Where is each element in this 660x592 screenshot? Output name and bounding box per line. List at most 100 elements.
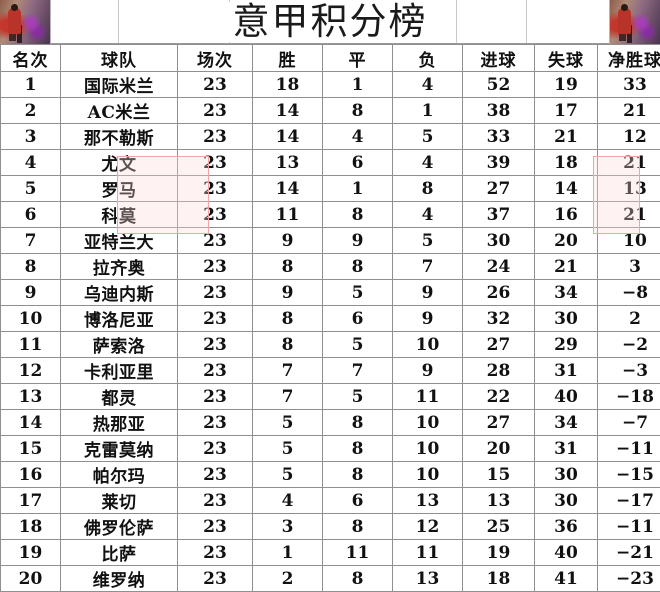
cell-team: 科莫 <box>61 202 178 228</box>
cell-team: 克雷莫纳 <box>61 436 178 462</box>
cell-loss: 9 <box>393 306 463 332</box>
cell-goals-for: 32 <box>463 306 535 332</box>
cell-goal-diff: 13 <box>598 176 660 202</box>
cell-rank: 19 <box>1 540 61 566</box>
cell-loss: 13 <box>393 488 463 514</box>
cell-draw: 1 <box>323 176 393 202</box>
page-title: 意甲积分榜 <box>227 2 434 42</box>
cell-goal-diff: 3 <box>598 254 660 280</box>
cell-rank: 2 <box>1 98 61 124</box>
cell-rank: 17 <box>1 488 61 514</box>
cell-team: 萨索洛 <box>61 332 178 358</box>
table-row[interactable]: 6科莫23118437162141 <box>1 202 660 228</box>
column-header-loss: 负 <box>393 45 463 72</box>
cell-team: 维罗纳 <box>61 566 178 592</box>
cell-goals-against: 18 <box>535 150 598 176</box>
cell-goal-diff: 10 <box>598 228 660 254</box>
cell-draw: 6 <box>323 488 393 514</box>
cell-rank: 7 <box>1 228 61 254</box>
cell-goal-diff: 21 <box>598 202 660 228</box>
cell-rank: 12 <box>1 358 61 384</box>
cell-team: 莱切 <box>61 488 178 514</box>
cell-goals-for: 33 <box>463 124 535 150</box>
cell-loss: 9 <box>393 280 463 306</box>
table-row[interactable]: 3那不勒斯23144533211246 <box>1 124 660 150</box>
cell-goal-diff: 2 <box>598 306 660 332</box>
column-header-goal-diff: 净胜球 <box>598 45 660 72</box>
cell-loss: 4 <box>393 72 463 98</box>
cell-goal-diff: −7 <box>598 410 660 436</box>
right-decorative-photo <box>609 0 660 44</box>
cell-rank: 13 <box>1 384 61 410</box>
cell-rank: 9 <box>1 280 61 306</box>
cell-rank: 3 <box>1 124 61 150</box>
cell-played: 23 <box>178 228 253 254</box>
table-row[interactable]: 7亚特兰大2399530201036 <box>1 228 660 254</box>
cell-team: 都灵 <box>61 384 178 410</box>
cell-team: 罗马 <box>61 176 178 202</box>
cell-played: 23 <box>178 410 253 436</box>
cell-goal-diff: 21 <box>598 98 660 124</box>
cell-played: 23 <box>178 384 253 410</box>
cell-goal-diff: −11 <box>598 514 660 540</box>
cell-draw: 6 <box>323 150 393 176</box>
cell-team: 尤文 <box>61 150 178 176</box>
cell-goals-for: 38 <box>463 98 535 124</box>
cell-loss: 12 <box>393 514 463 540</box>
cell-win: 14 <box>253 124 323 150</box>
cell-loss: 1 <box>393 98 463 124</box>
cell-goals-for: 30 <box>463 228 535 254</box>
cell-goals-against: 40 <box>535 384 598 410</box>
cell-goals-for: 27 <box>463 410 535 436</box>
table-row[interactable]: 8拉齐奥238872421332 <box>1 254 660 280</box>
table-row[interactable]: 4尤文23136439182145 <box>1 150 660 176</box>
cell-rank: 8 <box>1 254 61 280</box>
table-row[interactable]: 1国际米兰23181452193355 <box>1 72 660 98</box>
cell-rank: 20 <box>1 566 61 592</box>
cell-draw: 5 <box>323 332 393 358</box>
cell-draw: 8 <box>323 202 393 228</box>
cell-goal-diff: −15 <box>598 462 660 488</box>
cell-rank: 14 <box>1 410 61 436</box>
cell-loss: 10 <box>393 436 463 462</box>
cell-goals-against: 31 <box>535 436 598 462</box>
cell-team: 拉齐奥 <box>61 254 178 280</box>
cell-win: 7 <box>253 384 323 410</box>
table-row[interactable]: 2AC米兰23148138172150 <box>1 98 660 124</box>
table-row[interactable]: 5罗马23141827141343 <box>1 176 660 202</box>
cell-win: 14 <box>253 98 323 124</box>
cell-goals-against: 21 <box>535 124 598 150</box>
column-header-goals-for: 进球 <box>463 45 535 72</box>
cell-rank: 1 <box>1 72 61 98</box>
cell-team: 亚特兰大 <box>61 228 178 254</box>
cell-rank: 6 <box>1 202 61 228</box>
title-band: 意甲积分榜 <box>0 0 660 44</box>
cell-goals-against: 16 <box>535 202 598 228</box>
cell-team: 那不勒斯 <box>61 124 178 150</box>
cell-rank: 16 <box>1 462 61 488</box>
cell-goals-against: 34 <box>535 280 598 306</box>
cell-loss: 4 <box>393 202 463 228</box>
cell-win: 13 <box>253 150 323 176</box>
cell-goals-for: 13 <box>463 488 535 514</box>
cell-goals-against: 40 <box>535 540 598 566</box>
table-row[interactable]: 10博洛尼亚238693230230 <box>1 306 660 332</box>
cell-loss: 9 <box>393 358 463 384</box>
cell-draw: 5 <box>323 384 393 410</box>
column-header-draw: 平 <box>323 45 393 72</box>
cell-goals-for: 24 <box>463 254 535 280</box>
cell-played: 23 <box>178 332 253 358</box>
cell-win: 18 <box>253 72 323 98</box>
cell-goals-against: 20 <box>535 228 598 254</box>
